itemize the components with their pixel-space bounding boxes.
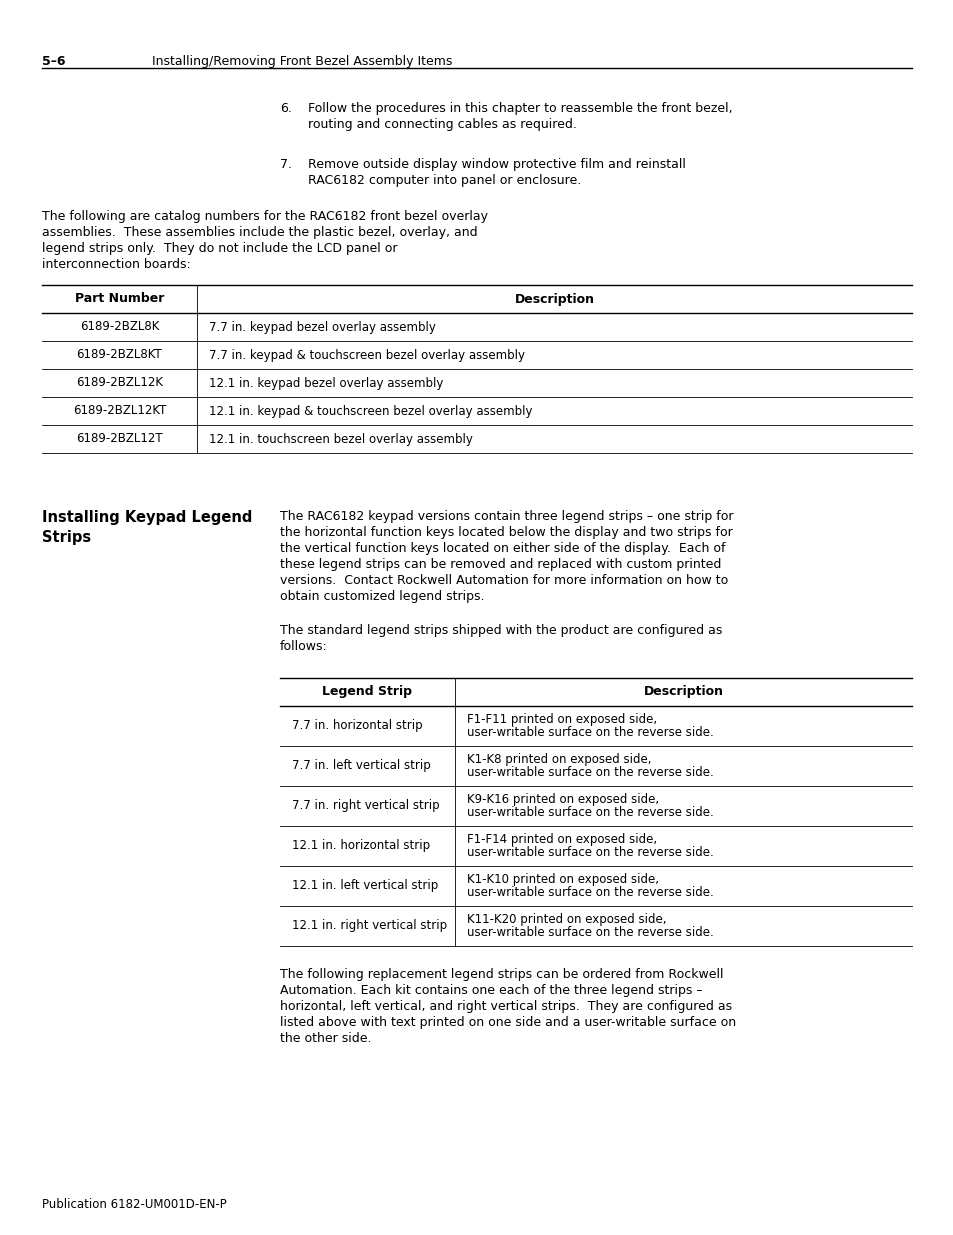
Text: 12.1 in. touchscreen bezel overlay assembly: 12.1 in. touchscreen bezel overlay assem… [209, 432, 473, 446]
Text: the other side.: the other side. [280, 1032, 371, 1045]
Text: Follow the procedures in this chapter to reassemble the front bezel,: Follow the procedures in this chapter to… [308, 103, 732, 115]
Text: the vertical function keys located on either side of the display.  Each of: the vertical function keys located on ei… [280, 542, 724, 555]
Text: Automation. Each kit contains one each of the three legend strips –: Automation. Each kit contains one each o… [280, 984, 702, 997]
Text: 6.: 6. [280, 103, 292, 115]
Text: 12.1 in. keypad bezel overlay assembly: 12.1 in. keypad bezel overlay assembly [209, 377, 443, 389]
Text: user-writable surface on the reverse side.: user-writable surface on the reverse sid… [467, 806, 713, 820]
Text: F1-F14 printed on exposed side,: F1-F14 printed on exposed side, [467, 832, 657, 846]
Text: user-writable surface on the reverse side.: user-writable surface on the reverse sid… [467, 767, 713, 779]
Text: Description: Description [643, 685, 722, 699]
Text: RAC6182 computer into panel or enclosure.: RAC6182 computer into panel or enclosure… [308, 174, 580, 186]
Text: 6189-2BZL12KT: 6189-2BZL12KT [72, 405, 166, 417]
Text: K1-K8 printed on exposed side,: K1-K8 printed on exposed side, [467, 752, 651, 766]
Text: The RAC6182 keypad versions contain three legend strips – one strip for: The RAC6182 keypad versions contain thre… [280, 510, 733, 522]
Text: user-writable surface on the reverse side.: user-writable surface on the reverse sid… [467, 887, 713, 899]
Text: Description: Description [514, 293, 594, 305]
Text: user-writable surface on the reverse side.: user-writable surface on the reverse sid… [467, 846, 713, 860]
Text: the horizontal function keys located below the display and two strips for: the horizontal function keys located bel… [280, 526, 732, 538]
Text: routing and connecting cables as required.: routing and connecting cables as require… [308, 119, 577, 131]
Text: 7.7 in. keypad & touchscreen bezel overlay assembly: 7.7 in. keypad & touchscreen bezel overl… [209, 348, 524, 362]
Text: Installing Keypad Legend: Installing Keypad Legend [42, 510, 253, 525]
Text: 7.7 in. left vertical strip: 7.7 in. left vertical strip [292, 760, 431, 773]
Text: 7.7 in. keypad bezel overlay assembly: 7.7 in. keypad bezel overlay assembly [209, 321, 436, 333]
Text: The following replacement legend strips can be ordered from Rockwell: The following replacement legend strips … [280, 968, 722, 981]
Text: Strips: Strips [42, 530, 91, 545]
Text: assemblies.  These assemblies include the plastic bezel, overlay, and: assemblies. These assemblies include the… [42, 226, 477, 240]
Text: 6189-2BZL8KT: 6189-2BZL8KT [76, 348, 162, 362]
Text: user-writable surface on the reverse side.: user-writable surface on the reverse sid… [467, 726, 713, 740]
Text: Remove outside display window protective film and reinstall: Remove outside display window protective… [308, 158, 685, 170]
Text: 6189-2BZL12K: 6189-2BZL12K [76, 377, 163, 389]
Text: legend strips only.  They do not include the LCD panel or: legend strips only. They do not include … [42, 242, 397, 254]
Text: follows:: follows: [280, 640, 328, 653]
Text: 12.1 in. left vertical strip: 12.1 in. left vertical strip [292, 879, 437, 893]
Text: listed above with text printed on one side and a user-writable surface on: listed above with text printed on one si… [280, 1016, 736, 1029]
Text: 6189-2BZL12T: 6189-2BZL12T [76, 432, 163, 446]
Text: Legend Strip: Legend Strip [322, 685, 412, 699]
Text: 12.1 in. keypad & touchscreen bezel overlay assembly: 12.1 in. keypad & touchscreen bezel over… [209, 405, 532, 417]
Text: The standard legend strips shipped with the product are configured as: The standard legend strips shipped with … [280, 624, 721, 637]
Text: these legend strips can be removed and replaced with custom printed: these legend strips can be removed and r… [280, 558, 720, 571]
Text: K11-K20 printed on exposed side,: K11-K20 printed on exposed side, [467, 913, 666, 925]
Text: Publication 6182-UM001D-EN-P: Publication 6182-UM001D-EN-P [42, 1198, 227, 1212]
Text: user-writable surface on the reverse side.: user-writable surface on the reverse sid… [467, 926, 713, 940]
Text: The following are catalog numbers for the RAC6182 front bezel overlay: The following are catalog numbers for th… [42, 210, 488, 224]
Text: 12.1 in. right vertical strip: 12.1 in. right vertical strip [292, 920, 447, 932]
Text: Part Number: Part Number [74, 293, 164, 305]
Text: 7.: 7. [280, 158, 292, 170]
Text: Installing/Removing Front Bezel Assembly Items: Installing/Removing Front Bezel Assembly… [152, 56, 452, 68]
Text: 6189-2BZL8K: 6189-2BZL8K [80, 321, 159, 333]
Text: horizontal, left vertical, and right vertical strips.  They are configured as: horizontal, left vertical, and right ver… [280, 1000, 731, 1013]
Text: obtain customized legend strips.: obtain customized legend strips. [280, 590, 484, 603]
Text: versions.  Contact Rockwell Automation for more information on how to: versions. Contact Rockwell Automation fo… [280, 574, 727, 587]
Text: K1-K10 printed on exposed side,: K1-K10 printed on exposed side, [467, 872, 659, 885]
Text: 5–6: 5–6 [42, 56, 66, 68]
Text: 7.7 in. right vertical strip: 7.7 in. right vertical strip [292, 799, 439, 813]
Text: 12.1 in. horizontal strip: 12.1 in. horizontal strip [292, 840, 430, 852]
Text: interconnection boards:: interconnection boards: [42, 258, 191, 270]
Text: 7.7 in. horizontal strip: 7.7 in. horizontal strip [292, 720, 422, 732]
Text: K9-K16 printed on exposed side,: K9-K16 printed on exposed side, [467, 793, 659, 805]
Text: F1-F11 printed on exposed side,: F1-F11 printed on exposed side, [467, 713, 657, 725]
